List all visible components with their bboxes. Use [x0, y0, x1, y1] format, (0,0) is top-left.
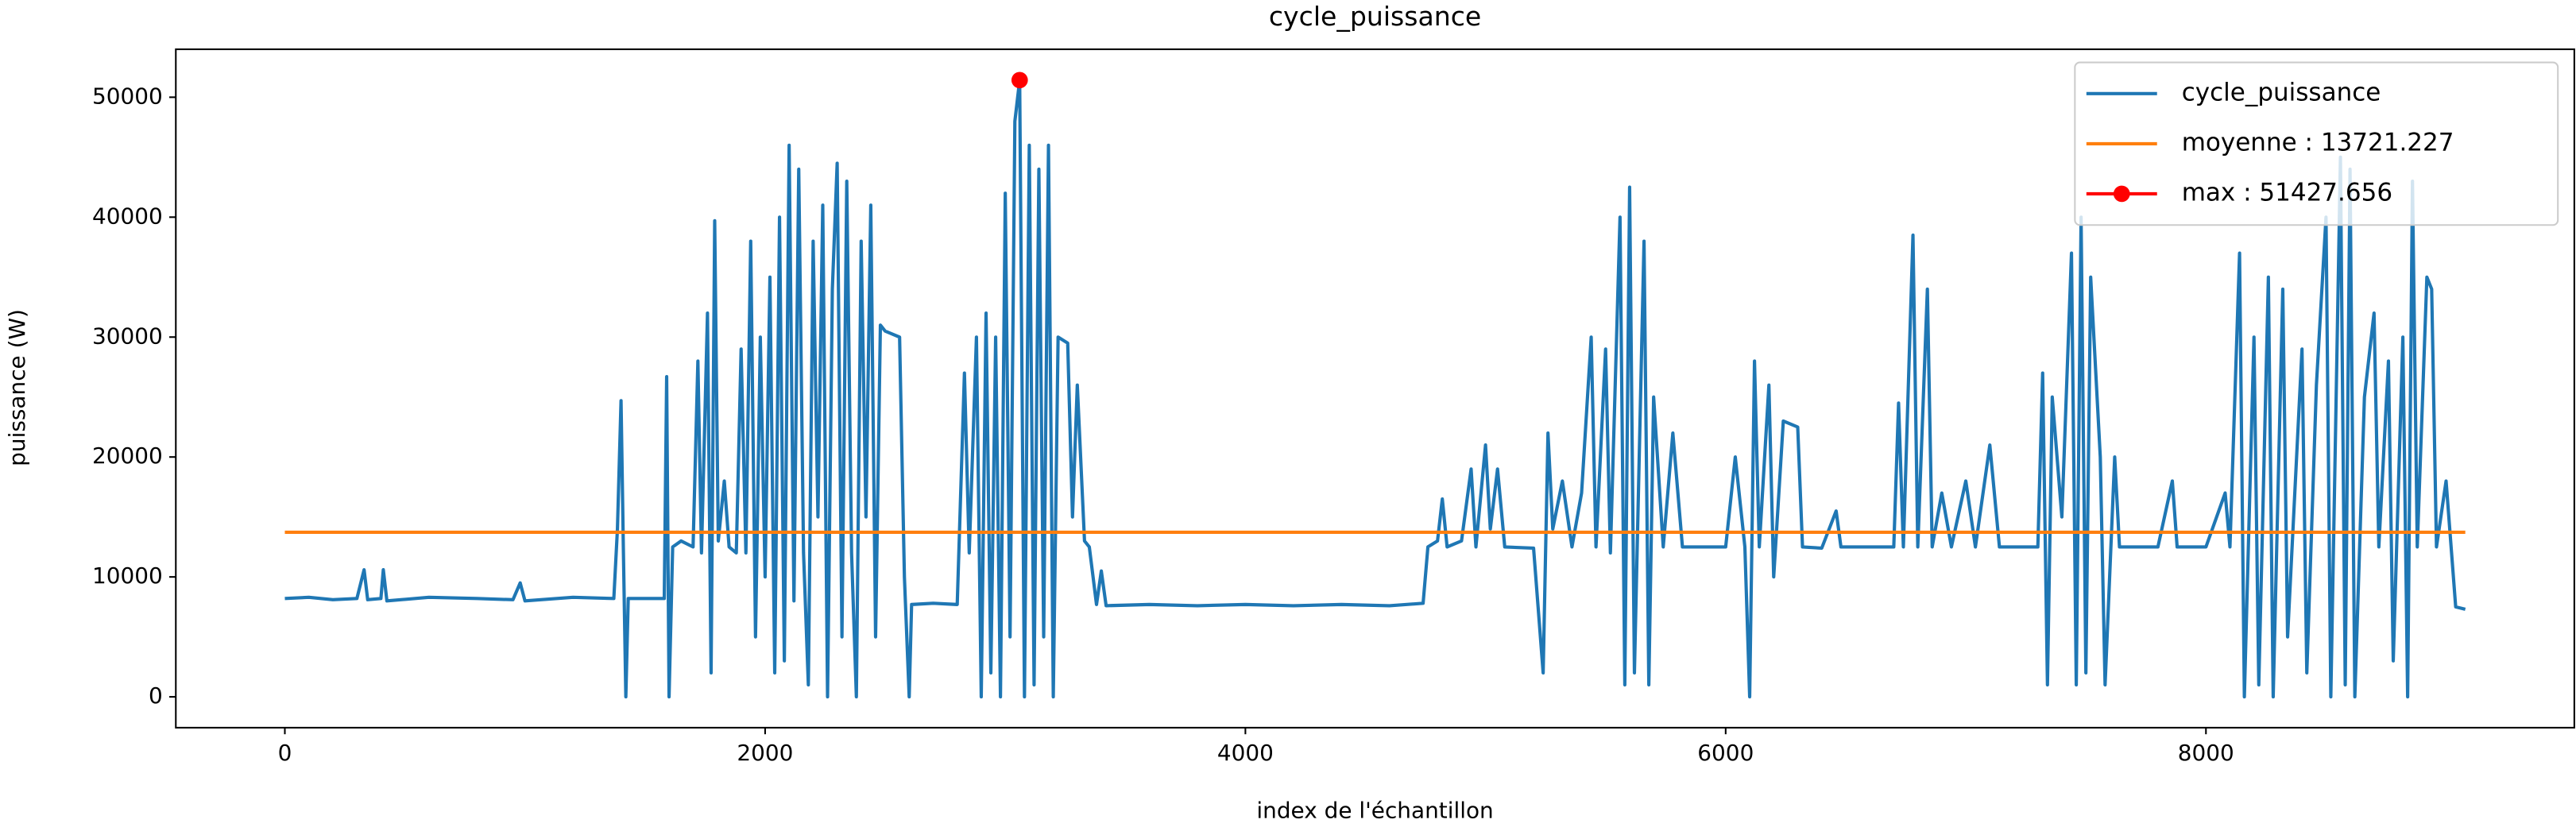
y-axis-label: puissance (W) — [4, 309, 30, 466]
series-line — [284, 78, 2466, 699]
x-tick-label: 6000 — [1697, 740, 1754, 766]
y-tick-label: 40000 — [92, 203, 163, 229]
x-axis-label: index de l'échantillon — [1256, 797, 1493, 823]
y-tick-label: 30000 — [92, 323, 163, 349]
y-tick-label: 20000 — [92, 443, 163, 469]
legend-marker — [2113, 185, 2130, 203]
y-tick-label: 0 — [149, 682, 163, 709]
chart-title: cycle_puissance — [1269, 1, 1481, 32]
legend-label: cycle_puissance — [2182, 78, 2381, 106]
max-marker — [1011, 72, 1028, 89]
x-tick-label: 8000 — [2178, 740, 2234, 766]
legend-label: moyenne : 13721.227 — [2182, 128, 2454, 157]
x-tick-label: 2000 — [737, 740, 793, 766]
plot-frame — [175, 48, 2575, 729]
y-tick-label: 10000 — [92, 562, 163, 589]
legend-box — [2074, 61, 2559, 226]
x-tick-label: 0 — [278, 740, 292, 766]
y-tick-label: 50000 — [92, 83, 163, 109]
x-tick-label: 4000 — [1217, 740, 1274, 766]
legend-label: max : 51427.656 — [2182, 178, 2392, 207]
